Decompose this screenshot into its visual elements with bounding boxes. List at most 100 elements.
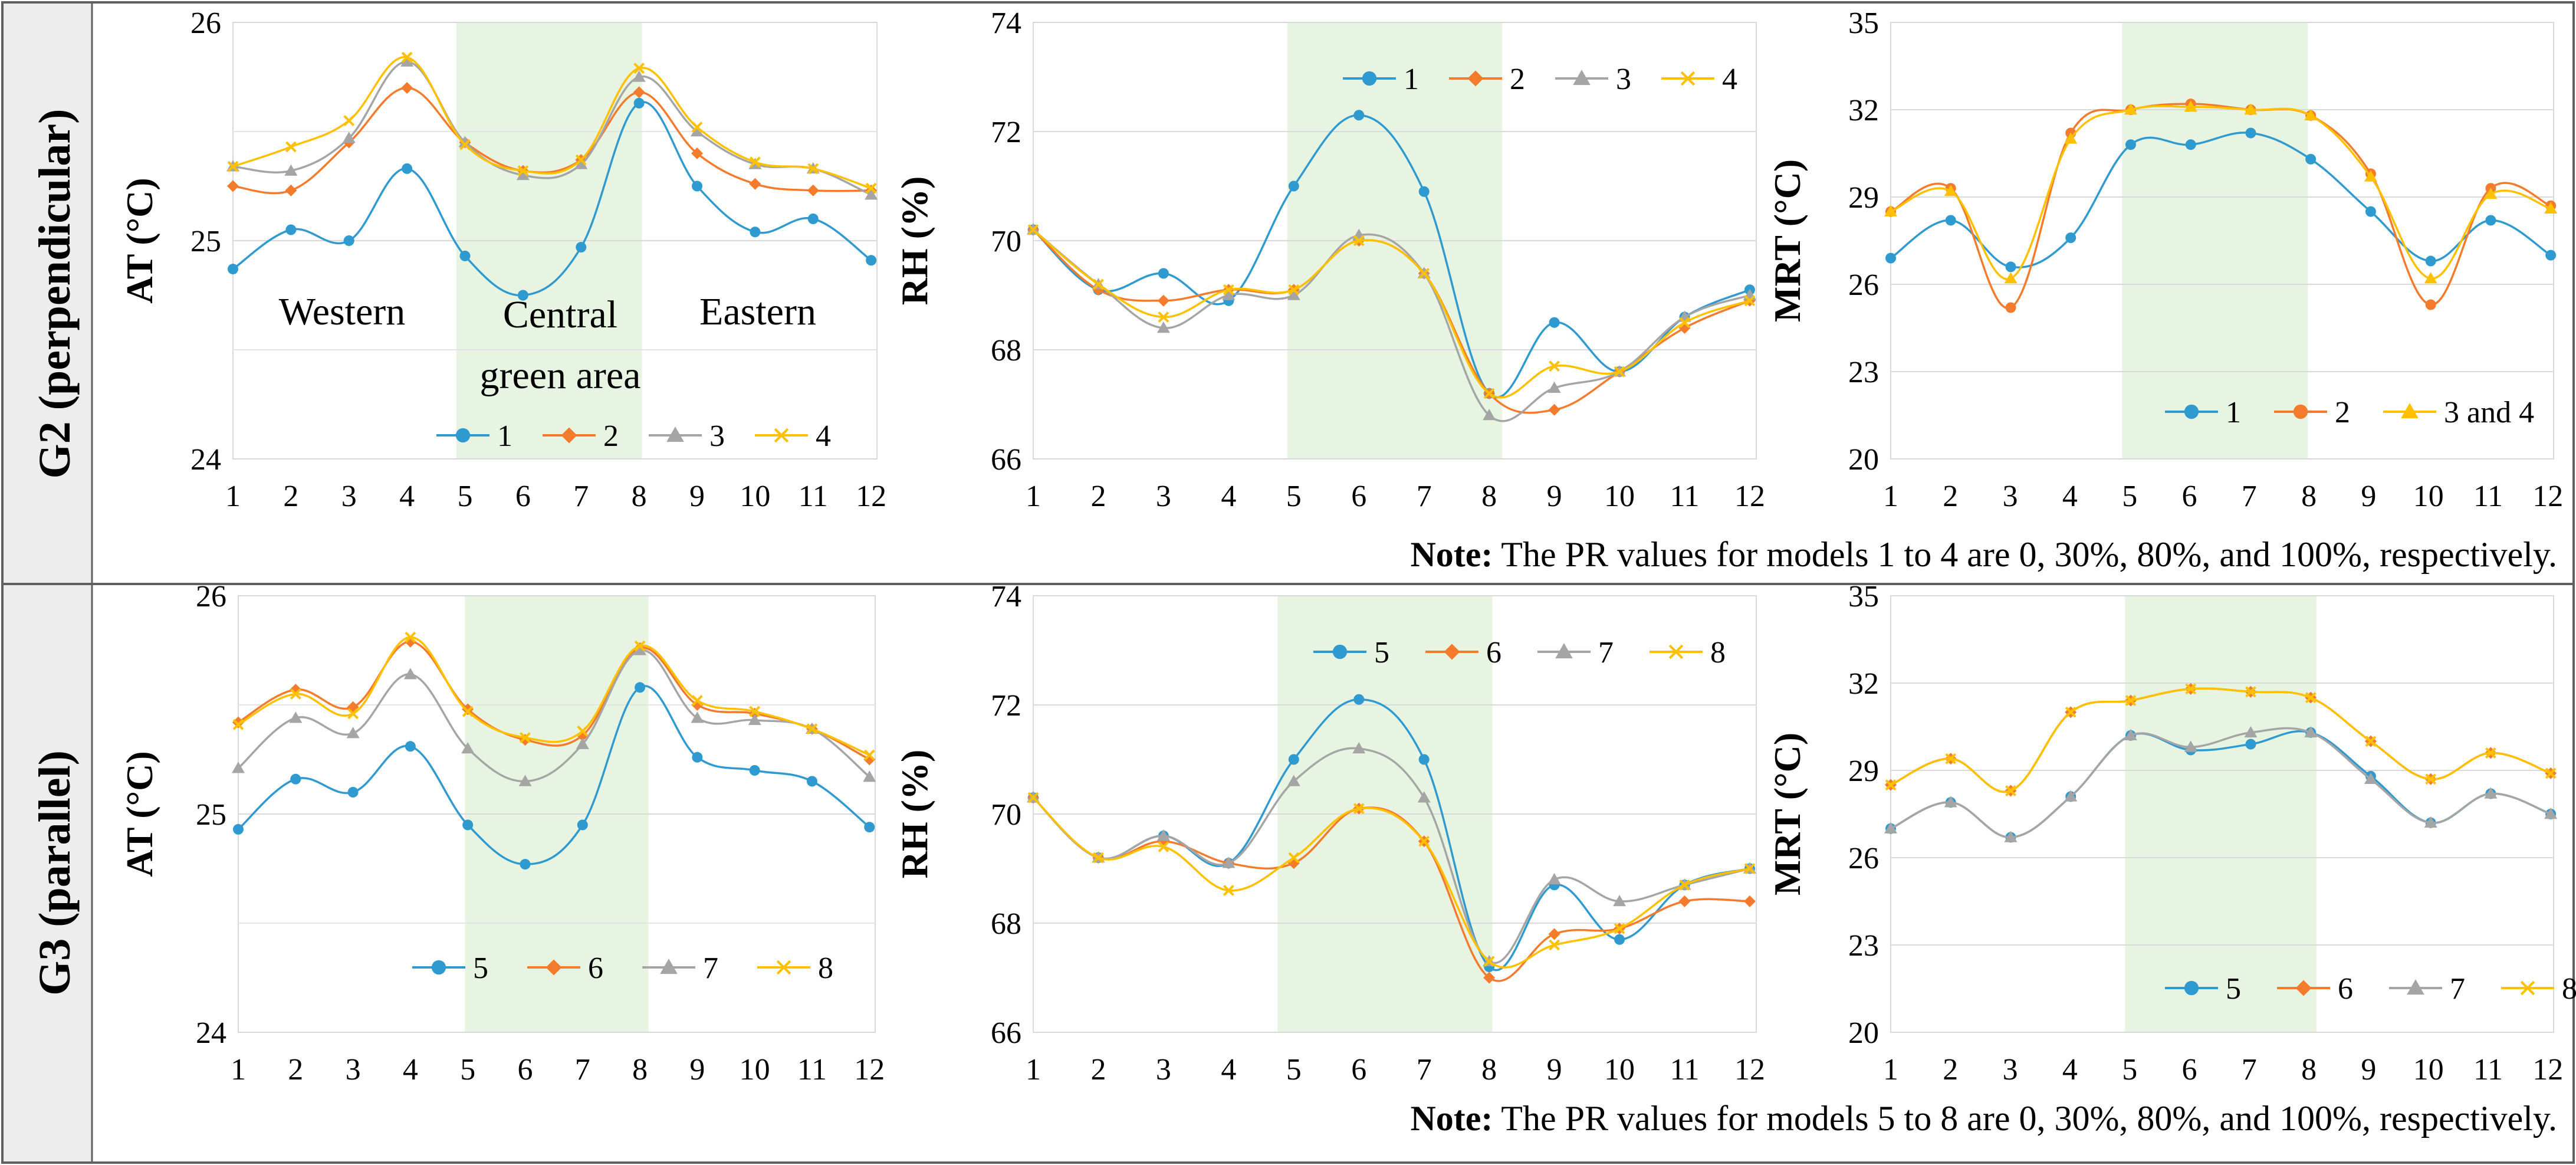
x-tick-label: 3 [346,1053,361,1087]
data-point [227,160,239,172]
data-point [2364,772,2377,785]
x-tick-label: 8 [632,480,647,513]
data-point [1945,215,1956,226]
data-point [401,82,413,94]
x-tick-label: 7 [1417,480,1432,513]
legend-marker-1 [455,428,471,443]
data-point [346,727,360,739]
x-tick-label: 8 [2301,1053,2317,1087]
legend-marker-6 [1444,644,1460,660]
data-point [1744,295,1756,307]
legend-label: 7 [703,951,718,985]
x-tick-label: 9 [1547,1053,1562,1087]
data-point [285,184,297,196]
data-point [2125,695,2137,707]
data-point [2304,109,2318,121]
data-point [1483,972,1496,984]
legend-marker-3 [666,426,684,442]
data-point [2545,250,2557,261]
legend-marker-2 [561,427,577,444]
y-tick-label: 72 [991,116,1021,149]
data-point [575,154,587,166]
legend-label: 5 [1374,636,1389,670]
x-tick-label: 1 [1883,1053,1898,1087]
x-tick-label: 11 [1670,1053,1699,1087]
note-g2: Note: The PR values for models 1 to 4 ar… [1410,535,2557,574]
x-tick-label: 6 [2182,480,2197,513]
x-tick-label: 6 [515,480,531,513]
y-tick-label: 26 [196,580,226,613]
data-point [2004,272,2018,284]
y-tick-label: 35 [1848,580,1879,613]
data-point [2484,188,2498,199]
y-axis-label: MRT (°C) [1766,733,1808,895]
x-tick-label: 7 [2242,480,2257,513]
legend-label: 4 [816,419,831,453]
data-point [1483,956,1495,967]
data-point [2424,816,2437,828]
data-point [233,823,244,835]
x-tick-label: 4 [399,480,415,513]
x-tick-label: 2 [283,480,298,513]
data-point [1885,252,1896,264]
region-annotation: green area [480,354,641,397]
legend-label: 4 [1722,63,1737,96]
x-tick-label: 3 [2003,480,2018,513]
x-tick-label: 11 [2473,480,2503,513]
data-point [692,181,703,192]
data-point [748,713,761,726]
legend-marker-3 [1573,70,1591,86]
x-tick-label: 4 [1221,1053,1236,1087]
x-tick-label: 2 [1943,1053,1958,1087]
data-point [520,732,531,743]
x-tick-label: 3 [1156,1053,1171,1087]
data-point [462,705,474,717]
legend-marker-3-and-4 [2401,403,2419,419]
y-tick-label: 23 [1848,929,1879,963]
x-tick-label: 5 [458,480,473,513]
data-point [2425,299,2436,310]
data-point [1223,885,1234,896]
data-point [749,156,761,168]
legend-label: 1 [497,419,512,453]
row-label-g3-background [4,585,92,1161]
y-tick-label: 74 [991,580,1021,613]
y-axis-label: RH (%) [893,750,935,879]
y-tick-label: 72 [991,689,1021,723]
data-point [1614,366,1625,378]
legend-label: 7 [2450,972,2465,1006]
data-point [402,163,413,174]
data-point [289,711,303,723]
data-point [2365,736,2377,747]
legend-marker-2 [1467,70,1484,87]
data-point [290,773,301,785]
data-point [1353,694,1365,705]
legend-label: 6 [1486,636,1501,670]
data-point [290,688,301,700]
data-point [577,819,588,831]
data-point [2424,272,2437,284]
data-point [691,125,704,137]
data-point [2305,692,2317,704]
data-point [1222,288,1236,300]
data-point [864,822,875,833]
data-point [1679,317,1690,329]
row-label-g3: G3 (parallel) [4,585,93,1161]
data-point [635,682,646,693]
data-point [1944,185,1957,196]
data-point [863,770,876,782]
data-point [516,169,530,181]
x-tick-label: 12 [1734,1053,1765,1087]
x-tick-label: 8 [1481,1053,1497,1087]
x-tick-label: 3 [2003,1053,2018,1087]
data-point [1613,895,1627,907]
data-point [1027,224,1039,235]
x-tick-label: 12 [2532,1053,2563,1087]
legend-marker-6 [2295,980,2312,996]
data-point [1679,879,1690,891]
